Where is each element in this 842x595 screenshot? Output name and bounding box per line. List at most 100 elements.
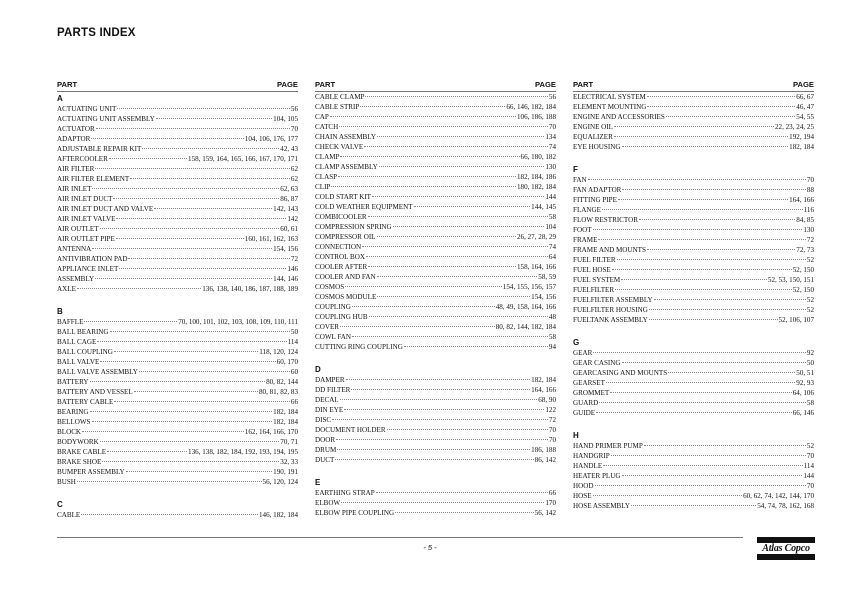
- part-name: BAFFLE: [57, 318, 84, 326]
- dot-leader: [638, 219, 796, 220]
- index-entry: COOLER AND FAN 58, 59: [315, 273, 556, 283]
- index-entry: AIR INLET VALVE 142: [57, 215, 298, 225]
- part-name: BALL VALVE ASSEMBLY: [57, 368, 138, 376]
- part-name: CABLE CLAMP: [315, 93, 365, 101]
- index-entry: COLD WEATHER EQUIPMENT 144, 145: [315, 203, 556, 213]
- part-name: ACTUATING UNIT ASSEMBLY: [57, 115, 155, 123]
- index-section: A ACTUATING UNIT 56 ACTUATING UNIT ASSEMBLY…: [57, 93, 298, 295]
- page-refs: 60: [290, 368, 298, 376]
- index-entry: AIR OUTLET 60, 61: [57, 225, 298, 235]
- part-name: AIR INLET DUCT: [57, 195, 113, 203]
- index-entry: EARTHING STRAP 66: [315, 489, 556, 499]
- dot-leader: [340, 326, 495, 327]
- dot-leader: [119, 268, 287, 269]
- dot-leader: [362, 246, 548, 247]
- part-name: FRAME AND MOUNTS: [573, 246, 646, 254]
- page-refs: 142: [287, 215, 298, 223]
- part-name: DECAL: [315, 396, 339, 404]
- dot-leader: [99, 228, 280, 229]
- page-refs: 54, 74, 78, 162, 168: [757, 502, 814, 510]
- dot-leader: [95, 168, 290, 169]
- page-number: - 5 -: [423, 543, 437, 552]
- index-entry: FUELFILTER ASSEMBLY 52: [573, 296, 814, 306]
- page-refs: 52, 53, 150, 151: [767, 276, 814, 284]
- dot-leader: [138, 371, 290, 372]
- dot-leader: [646, 96, 796, 97]
- dot-leader: [594, 485, 806, 486]
- page-refs: 74: [548, 243, 556, 251]
- index-entry: ACTUATING UNIT ASSEMBLY 104, 105: [57, 115, 298, 125]
- dot-leader: [616, 259, 806, 260]
- index-entry: COUPLING HUB 48: [315, 313, 556, 323]
- index-entry: BATTERY 80, 82, 144: [57, 378, 298, 388]
- part-header: PART: [315, 80, 336, 89]
- dot-leader: [89, 411, 273, 412]
- index-entry: DIN EYE 122: [315, 406, 556, 416]
- page-refs: 66, 146, 182, 184: [506, 103, 556, 111]
- index-entry: CHAIN ASSEMBLY 134: [315, 133, 556, 143]
- page-refs: 62, 63: [280, 185, 298, 193]
- dot-leader: [338, 176, 516, 177]
- index-entry: FOOT 130: [573, 226, 814, 236]
- page-refs: 106, 186, 188: [516, 113, 556, 121]
- index-entry: GEAR 92: [573, 349, 814, 359]
- page-refs: 136, 138, 182, 184, 192, 193, 194, 195: [188, 448, 298, 456]
- dot-leader: [108, 158, 188, 159]
- index-entry: GROMMET 64, 106: [573, 389, 814, 399]
- index-entry: GUARD 58: [573, 399, 814, 409]
- page-refs: 186, 188: [531, 446, 556, 454]
- dot-leader: [155, 118, 273, 119]
- dot-leader: [610, 455, 806, 456]
- page-refs: 114: [803, 462, 814, 470]
- part-name: DISC: [315, 416, 332, 424]
- index-entry: COUPLING 48, 49, 158, 164, 166: [315, 303, 556, 313]
- index-section: F FAN 70 FAN ADAPTOR 88 FITTING PIPE 164, 166 F…: [573, 164, 814, 326]
- index-entry: ENGINE AND ACCESSORIES 54, 55: [573, 113, 814, 123]
- index-column: PART PAGE A ACTUATING UNIT 56 ACTUATING UNIT …: [57, 80, 298, 521]
- part-name: ASSEMBLY: [57, 275, 95, 283]
- part-name: COSMOS: [315, 283, 345, 291]
- section-letter: H: [573, 431, 579, 440]
- page-refs: 158, 164, 166: [516, 263, 556, 271]
- part-header: PART: [57, 80, 78, 89]
- part-name: CUTTING RING COUPLING: [315, 343, 403, 351]
- index-entry: AIR INLET 62, 63: [57, 185, 298, 195]
- index-entry: ENGINE OIL 22, 23, 24, 25: [573, 123, 814, 133]
- section-letter: C: [57, 500, 63, 509]
- index-entry: ASSEMBLY 144, 146: [57, 275, 298, 285]
- page-refs: 162, 164, 166, 170: [244, 428, 298, 436]
- dot-leader: [365, 96, 548, 97]
- dot-leader: [95, 128, 290, 129]
- index-entry: BALL VALVE ASSEMBLY 60: [57, 368, 298, 378]
- page-refs: 144: [545, 193, 556, 201]
- section-letter: G: [573, 338, 580, 347]
- index-entry: HAND PRIMER PUMP 52: [573, 442, 814, 452]
- index-section: B BAFFLE 70, 100, 101, 102, 103, 108, 109,…: [57, 306, 298, 488]
- part-name: BLOCK: [57, 428, 82, 436]
- index-entry: FRAME 72: [573, 236, 814, 246]
- page-refs: 154, 156: [531, 293, 556, 301]
- page-refs: 144: [803, 472, 814, 480]
- index-entry: FAN 70: [573, 176, 814, 186]
- dot-leader: [99, 441, 280, 442]
- page-refs: 136, 138, 140, 186, 187, 188, 189: [202, 285, 298, 293]
- dot-leader: [332, 419, 548, 420]
- column-header: PART PAGE: [57, 80, 298, 92]
- dot-leader: [125, 471, 273, 472]
- part-name: CABLE STRIP: [315, 103, 360, 111]
- part-name: GROMMET: [573, 389, 610, 397]
- index-entry: ELBOW 170: [315, 499, 556, 509]
- index-section: E EARTHING STRAP 66 ELBOW 170 ELBOW PIPE COUP…: [315, 477, 556, 519]
- dot-leader: [329, 116, 516, 117]
- part-name: DD FILTER: [315, 386, 351, 394]
- dot-leader: [367, 216, 548, 217]
- dot-leader: [621, 475, 803, 476]
- dot-leader: [109, 331, 290, 332]
- part-name: AIR FILTER: [57, 165, 95, 173]
- index-entry: AIR FILTER ELEMENT 62: [57, 175, 298, 185]
- part-name: COOLER AND FAN: [315, 273, 376, 281]
- page-refs: 56: [290, 105, 298, 113]
- index-entry: BUMPER ASSEMBLY 190, 191: [57, 468, 298, 478]
- part-name: AIR OUTLET PIPE: [57, 235, 115, 243]
- index-entry: BLOCK 162, 164, 166, 170: [57, 428, 298, 438]
